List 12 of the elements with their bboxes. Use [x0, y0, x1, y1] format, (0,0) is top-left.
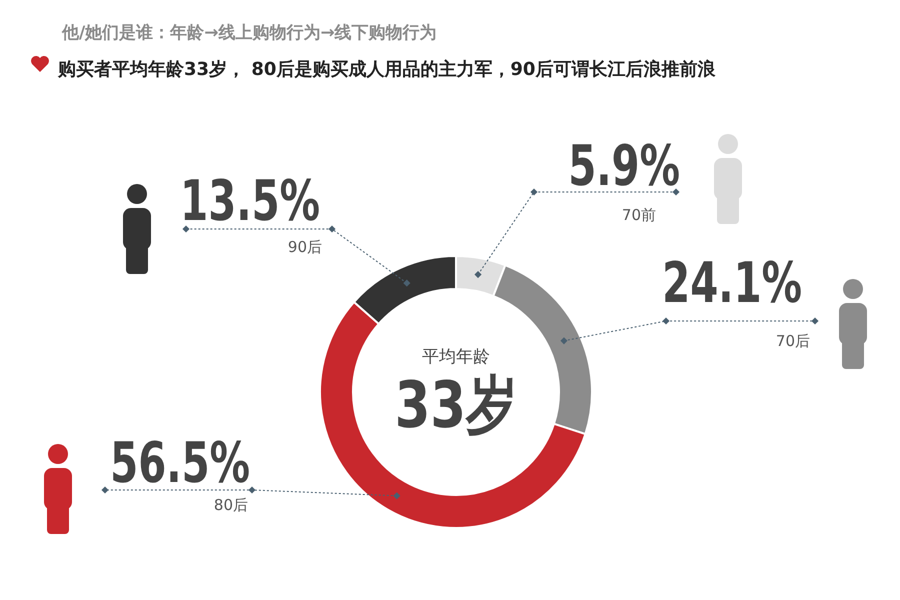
data-label: 24.1%	[662, 250, 802, 316]
slice-label: 70前	[622, 206, 656, 224]
chart-title: 他/她们是谁：年龄→线上购物行为→线下购物行为	[61, 23, 437, 43]
slice-label: 80后	[214, 496, 248, 514]
chart-subtitle: 购买者平均年龄33岁， 80后是购买成人用品的主力军，90后可谓长江后浪推前浪	[57, 59, 716, 80]
text: 平均年龄	[422, 347, 490, 367]
data-label: 5.9%	[568, 133, 680, 199]
data-label: 13.5%	[180, 168, 320, 234]
slice-label: 70后	[776, 332, 810, 350]
text: 33岁	[394, 367, 518, 442]
slice-label: 90后	[288, 238, 322, 256]
data-label: 56.5%	[110, 430, 250, 496]
